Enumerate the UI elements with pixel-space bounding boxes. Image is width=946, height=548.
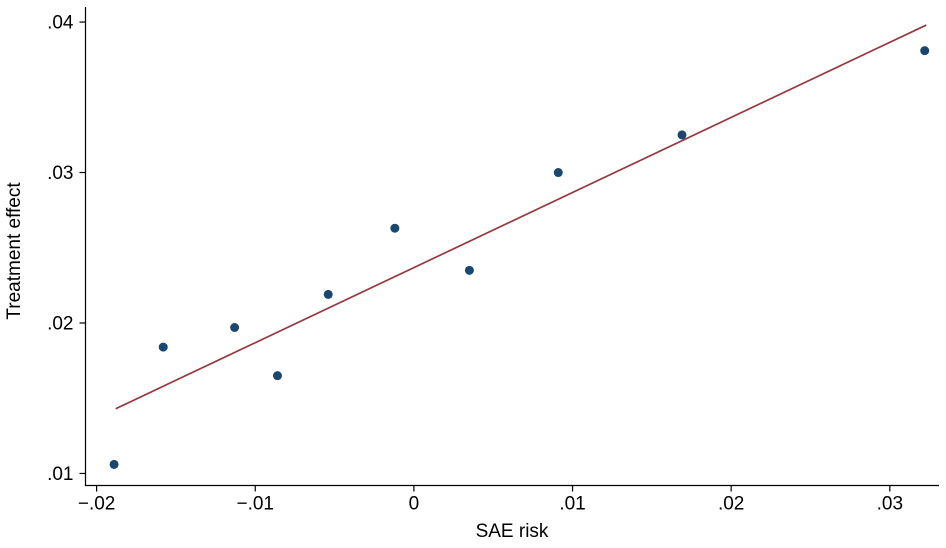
data-point-3 (230, 323, 240, 333)
data-point-8 (553, 168, 563, 178)
data-point-5 (323, 289, 333, 299)
data-point-2 (158, 342, 168, 352)
data-point-9 (677, 130, 687, 140)
data-point-10 (920, 46, 930, 56)
data-point-1 (109, 459, 119, 469)
x-tick-label: −.01 (236, 494, 274, 515)
data-point-7 (464, 265, 474, 275)
x-tick-label: .01 (559, 494, 585, 515)
x-tick-label: 0 (409, 494, 420, 515)
y-axis-title: Treatment effect (4, 182, 25, 320)
data-point-4 (272, 371, 282, 381)
y-tick-label: .01 (47, 464, 73, 485)
data-point-6 (390, 223, 400, 233)
x-tick-label: .02 (718, 494, 744, 515)
fit-line (115, 24, 927, 410)
y-tick-label: .04 (47, 13, 74, 34)
x-axis-title: SAE risk (475, 521, 549, 542)
y-tick-label: .02 (47, 313, 73, 334)
x-tick-label: .03 (877, 494, 903, 515)
y-tick-label: .03 (47, 163, 73, 184)
x-tick-label: −.02 (78, 494, 116, 515)
